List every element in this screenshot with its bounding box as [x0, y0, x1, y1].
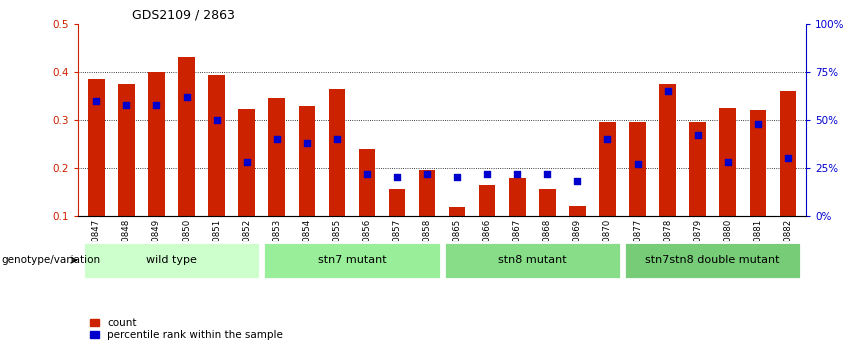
FancyBboxPatch shape: [443, 242, 621, 279]
Bar: [539, 189, 556, 264]
Point: [120, 102, 134, 107]
Point: [391, 175, 404, 180]
Point: [721, 159, 734, 165]
Point: [360, 171, 374, 176]
Bar: [719, 108, 736, 264]
Bar: [148, 72, 165, 264]
Point: [570, 178, 584, 184]
Bar: [268, 98, 285, 264]
Point: [270, 136, 283, 142]
Bar: [629, 122, 646, 264]
FancyBboxPatch shape: [624, 242, 802, 279]
Bar: [118, 84, 134, 264]
Point: [751, 121, 764, 127]
Point: [450, 175, 464, 180]
Bar: [299, 107, 315, 264]
Text: stn7 mutant: stn7 mutant: [317, 256, 386, 265]
Point: [180, 94, 193, 100]
Bar: [509, 178, 526, 264]
Bar: [599, 122, 616, 264]
Point: [691, 132, 705, 138]
Point: [240, 159, 254, 165]
Point: [330, 136, 344, 142]
Point: [300, 140, 314, 146]
Point: [210, 117, 224, 122]
Bar: [569, 206, 585, 264]
Bar: [660, 84, 676, 264]
Legend: count, percentile rank within the sample: count, percentile rank within the sample: [90, 318, 283, 340]
Bar: [780, 91, 797, 264]
Text: genotype/variation: genotype/variation: [2, 256, 100, 265]
Point: [89, 98, 103, 104]
Text: stn7stn8 double mutant: stn7stn8 double mutant: [645, 256, 780, 265]
Bar: [178, 57, 195, 264]
Text: GDS2109 / 2863: GDS2109 / 2863: [132, 9, 235, 22]
Bar: [238, 109, 255, 264]
Point: [660, 88, 674, 94]
Bar: [328, 89, 346, 264]
Text: stn8 mutant: stn8 mutant: [498, 256, 567, 265]
Point: [781, 155, 795, 161]
Bar: [689, 122, 706, 264]
Point: [540, 171, 554, 176]
FancyBboxPatch shape: [83, 242, 260, 279]
Point: [420, 171, 434, 176]
Bar: [358, 149, 375, 264]
Bar: [419, 170, 436, 264]
Point: [601, 136, 614, 142]
Bar: [389, 189, 405, 264]
Point: [511, 171, 524, 176]
Text: wild type: wild type: [146, 256, 197, 265]
Bar: [750, 110, 766, 264]
Point: [480, 171, 494, 176]
Bar: [208, 75, 225, 264]
Bar: [479, 185, 495, 264]
Bar: [88, 79, 105, 264]
Bar: [448, 207, 465, 264]
Point: [631, 161, 644, 167]
Point: [150, 102, 163, 107]
FancyBboxPatch shape: [263, 242, 441, 279]
